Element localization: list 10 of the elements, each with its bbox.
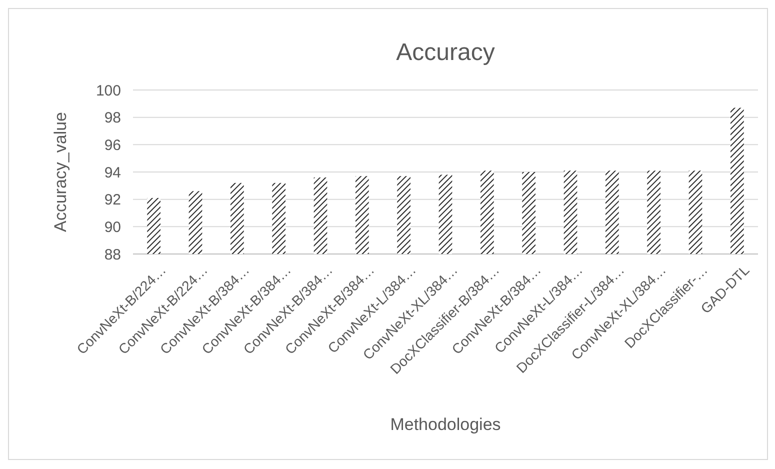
- chart-title: Accuracy: [396, 39, 495, 66]
- y-tick-label: 90: [104, 218, 121, 236]
- x-axis-title: Methodologies: [390, 415, 501, 434]
- y-axis-title: Accuracy_value: [51, 112, 70, 232]
- y-tick-label: 92: [104, 192, 121, 209]
- y-tick-label: 94: [104, 164, 121, 182]
- y-tick-label: 96: [104, 136, 121, 154]
- y-tick-label: 88: [104, 246, 121, 264]
- y-tick-label: 100: [96, 82, 121, 100]
- y-tick-label: 98: [104, 110, 121, 127]
